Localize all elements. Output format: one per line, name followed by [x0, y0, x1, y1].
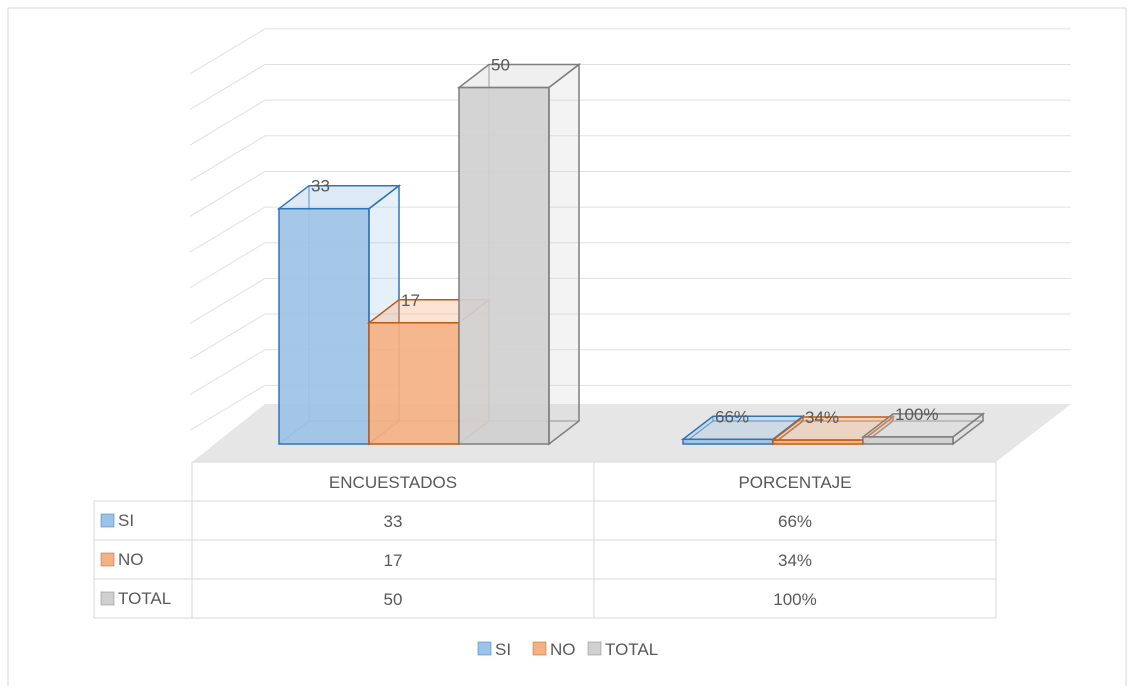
- gridline-side: [189, 384, 266, 431]
- bar-front-face: [368, 322, 460, 445]
- table-legend-key-total: [100, 591, 115, 606]
- gridline-side: [189, 64, 266, 110]
- legend-label-total: TOTAL: [605, 640, 658, 659]
- data-label-no-porcentaje: 34%: [805, 408, 839, 427]
- legend-label-si: SI: [495, 640, 511, 659]
- bar-total-porcentaje: [860, 412, 986, 446]
- data-label-si-encuestados: 33: [311, 177, 330, 196]
- table-cell: 17: [384, 551, 403, 570]
- legend: SI NO TOTAL: [477, 640, 658, 659]
- data-label-total-porcentaje: 100%: [895, 405, 938, 424]
- bars: [276, 62, 986, 446]
- legend-label-no: NO: [550, 640, 576, 659]
- gridline-side: [189, 99, 266, 146]
- table-row-label-no: NO: [118, 550, 144, 569]
- data-labels: 33 17 50 66% 34% 100%: [311, 56, 938, 428]
- bar-front-face: [278, 207, 370, 445]
- table-row-label-total: TOTAL: [118, 589, 171, 608]
- data-label-no-encuestados: 17: [401, 291, 420, 310]
- bar-side-face: [548, 62, 580, 446]
- table-legend-key-si: [100, 513, 115, 528]
- table-cell: 33: [384, 512, 403, 531]
- gridline-side: [189, 242, 266, 289]
- bar-side-face: [952, 412, 984, 446]
- table-row-label-si: SI: [118, 511, 134, 530]
- table-cell: 100%: [773, 590, 816, 609]
- table-legend-key-no: [100, 552, 115, 567]
- gridline-side: [189, 171, 266, 217]
- bar-front-face: [862, 436, 954, 445]
- table-header-encuestados: ENCUESTADOS: [329, 473, 457, 492]
- gridline-side: [189, 135, 266, 182]
- data-label-si-porcentaje: 66%: [715, 407, 749, 426]
- bar-front-face: [458, 86, 550, 445]
- bar-si-encuestados: [276, 184, 402, 446]
- legend-key-no: [532, 641, 547, 656]
- legend-key-si: [477, 641, 492, 656]
- table-cell: 34%: [778, 551, 812, 570]
- data-label-total-encuestados: 50: [491, 56, 510, 75]
- gridline-side: [189, 277, 266, 324]
- data-table: ENCUESTADOS PORCENTAJE SI 33 66% NO 17 34% TOTAL…: [93, 461, 997, 619]
- gridline-side: [189, 349, 266, 396]
- gridline-side: [189, 206, 266, 253]
- bar-total-encuestados: [456, 62, 582, 446]
- table-cell: 50: [384, 590, 403, 609]
- legend-key-total: [587, 641, 602, 656]
- gridline-side: [189, 313, 266, 360]
- table-header-porcentaje: PORCENTAJE: [738, 473, 851, 492]
- chart-border: [7, 7, 1127, 689]
- gridline-side: [189, 28, 266, 75]
- table-cell: 66%: [778, 512, 812, 531]
